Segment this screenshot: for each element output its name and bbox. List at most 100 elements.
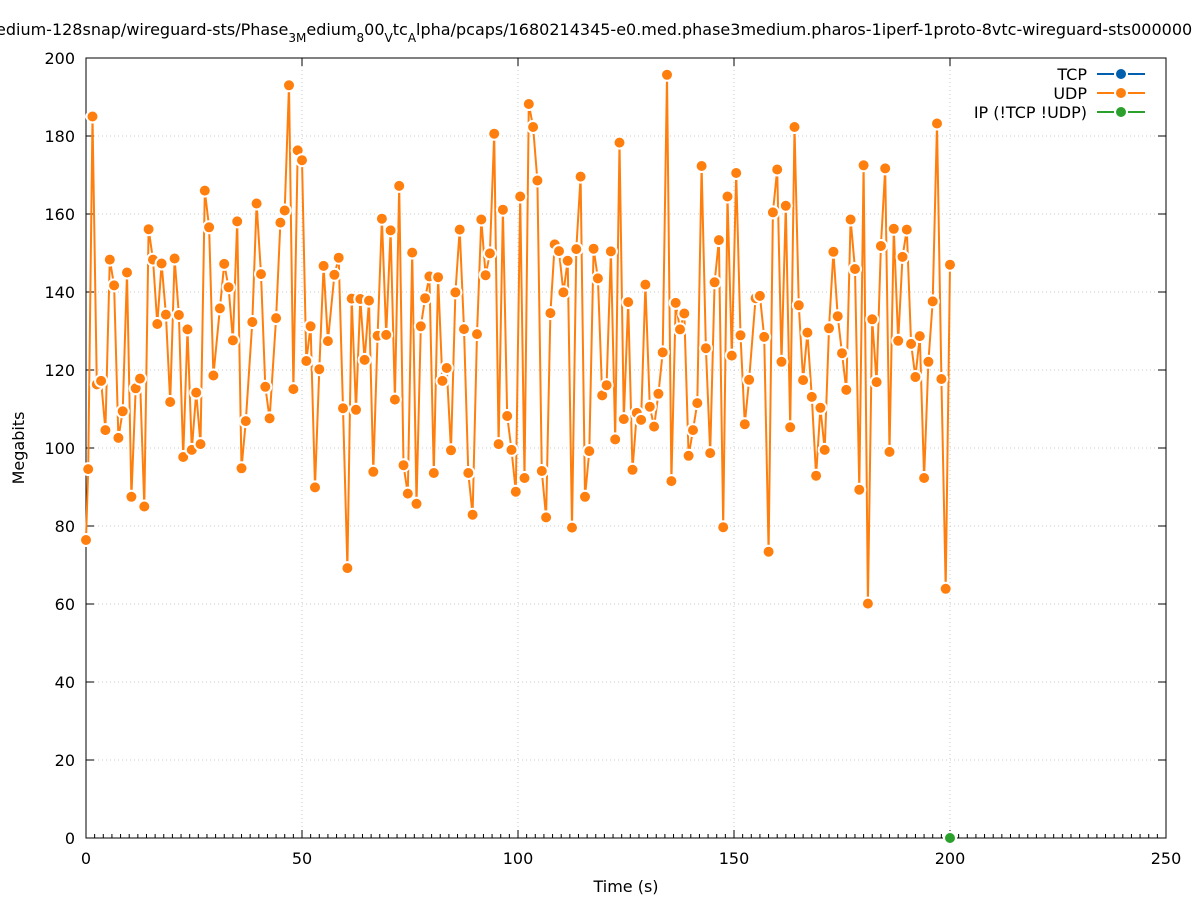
title-part: 00 xyxy=(364,20,384,39)
data-point xyxy=(193,437,208,452)
data-point xyxy=(556,285,571,300)
data-point xyxy=(158,307,173,322)
data-point xyxy=(707,275,722,290)
data-point xyxy=(886,221,901,236)
data-point xyxy=(720,189,735,204)
data-point xyxy=(634,412,649,427)
data-point xyxy=(212,301,227,316)
data-point xyxy=(565,520,579,535)
data-point xyxy=(303,319,318,334)
data-point xyxy=(809,468,824,483)
data-point xyxy=(383,223,398,238)
data-point xyxy=(664,474,679,489)
data-point xyxy=(316,258,331,273)
data-point xyxy=(221,280,236,295)
data-point xyxy=(206,368,221,383)
x-tick-label: 150 xyxy=(719,849,750,868)
data-point xyxy=(452,222,467,237)
data-point xyxy=(552,244,566,259)
data-point xyxy=(85,109,100,124)
data-point xyxy=(733,328,748,343)
data-point xyxy=(839,382,854,397)
data-point xyxy=(439,361,454,375)
data-point xyxy=(470,327,484,342)
title-part: lpha/pcaps/1680214345-e0.med.phase3mediu… xyxy=(416,20,1192,39)
data-point xyxy=(299,354,314,368)
y-tick-label: 200 xyxy=(44,49,75,68)
data-point xyxy=(461,466,476,480)
data-point xyxy=(273,215,288,230)
data-point xyxy=(925,294,940,309)
data-point xyxy=(217,256,232,271)
data-point xyxy=(761,544,776,559)
data-point xyxy=(102,252,117,267)
data-point xyxy=(912,329,927,344)
data-point xyxy=(770,162,785,177)
data-point xyxy=(79,533,93,547)
data-point xyxy=(603,244,618,259)
data-point xyxy=(234,461,249,476)
data-point xyxy=(647,419,662,434)
data-point xyxy=(150,317,165,331)
data-point xyxy=(435,373,450,388)
x-tick-label: 200 xyxy=(935,849,966,868)
x-tick-label: 100 xyxy=(503,849,534,868)
data-point xyxy=(917,471,932,485)
data-point xyxy=(891,333,906,348)
series-layer xyxy=(79,67,957,845)
data-point xyxy=(778,198,793,213)
data-point xyxy=(340,561,355,576)
legend-marker xyxy=(1114,86,1128,100)
legend-marker xyxy=(1114,105,1128,119)
data-point xyxy=(724,348,739,363)
data-point xyxy=(677,306,692,321)
data-point xyxy=(804,389,819,404)
data-point xyxy=(908,370,923,384)
data-point xyxy=(895,249,910,264)
data-point xyxy=(521,97,536,111)
data-point xyxy=(638,277,653,292)
legend-label: IP (!TCP !UDP) xyxy=(974,103,1087,122)
data-point xyxy=(787,120,802,134)
data-point xyxy=(742,372,757,387)
data-point xyxy=(800,325,815,340)
data-point xyxy=(582,444,597,459)
data-point xyxy=(444,443,458,458)
data-point xyxy=(681,448,696,463)
data-point xyxy=(379,327,394,342)
data-point xyxy=(238,414,253,429)
data-point xyxy=(651,386,666,401)
data-point xyxy=(245,315,260,329)
title-part: edium-128snap/wireguard-sts/Phase xyxy=(0,20,288,39)
data-point xyxy=(599,378,614,393)
data-point xyxy=(308,480,322,495)
y-tick-label: 180 xyxy=(44,127,75,146)
data-point xyxy=(124,489,139,504)
legend-marker xyxy=(1114,67,1128,81)
data-point xyxy=(686,423,700,438)
data-point xyxy=(569,242,584,257)
data-point xyxy=(111,430,126,445)
data-point xyxy=(698,341,713,356)
data-point xyxy=(869,375,884,390)
data-point xyxy=(848,262,862,276)
grid xyxy=(86,58,1166,838)
data-point xyxy=(530,173,545,188)
data-point xyxy=(690,396,705,411)
y-tick-label: 140 xyxy=(44,283,75,302)
legend-label: TCP xyxy=(1056,65,1087,84)
data-point xyxy=(396,458,411,473)
x-tick-label: 50 xyxy=(292,849,312,868)
data-point xyxy=(197,183,212,198)
data-point xyxy=(94,373,109,388)
data-point xyxy=(711,233,726,248)
data-point xyxy=(673,322,687,337)
data-point xyxy=(938,581,953,596)
data-point xyxy=(495,202,510,217)
data-point xyxy=(865,312,880,327)
data-point xyxy=(860,596,875,611)
y-tick-label: 0 xyxy=(65,829,75,848)
data-point xyxy=(269,311,284,326)
data-point xyxy=(282,78,296,93)
